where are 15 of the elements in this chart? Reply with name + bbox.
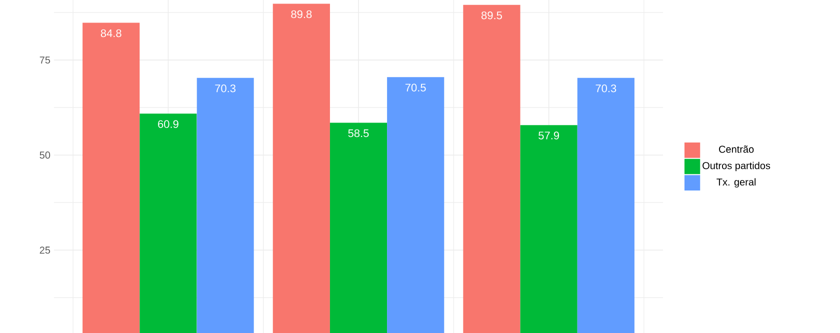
data-label: 58.5: [348, 129, 369, 138]
data-label: 70.5: [405, 84, 426, 92]
y-tick-label: 75: [40, 56, 50, 64]
data-label: 84.8: [100, 29, 122, 38]
data-label: 89.8: [291, 10, 312, 18]
legend-label: Outros partidos: [702, 162, 770, 172]
data-label: 89.5: [481, 11, 502, 20]
y-tick-label: 25: [40, 246, 50, 254]
legend-label: Centrão: [719, 146, 754, 153]
data-label: 70.3: [215, 84, 236, 92]
data-label: 70.3: [596, 84, 616, 92]
legend-label: Tx. geral: [716, 178, 756, 188]
data-label: 57.9: [538, 132, 560, 140]
y-tick-label: 50: [40, 152, 50, 159]
data-label: 60.9: [158, 120, 178, 128]
